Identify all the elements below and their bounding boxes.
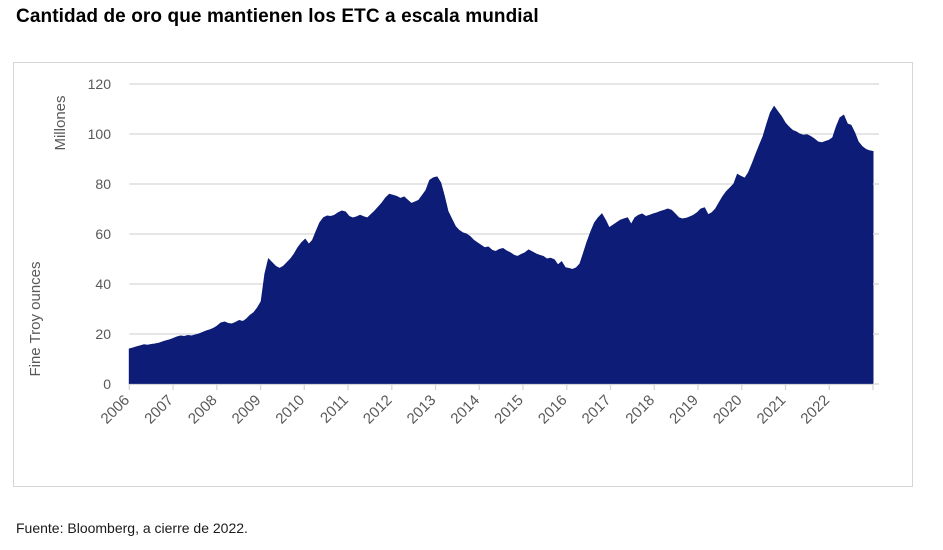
y-tick-label: 20 [95,326,111,342]
x-tick-label: 2008 [185,392,221,428]
y-tick-label: 0 [103,376,111,392]
x-tick-label: 2013 [404,392,440,428]
x-tick-label: 2016 [535,392,571,428]
x-tick-label: 2019 [666,392,702,428]
x-tick-label: 2009 [229,392,265,428]
y-tick-label: 60 [95,226,111,242]
y-tick-label: 80 [95,176,111,192]
x-tick-label: 2007 [141,392,177,428]
x-tick-label: 2015 [491,392,527,428]
y-axis-title: Fine Troy ounces [27,261,44,376]
y-tick-label: 100 [88,126,112,142]
x-tick-label: 2014 [447,392,483,428]
chart-title: Cantidad de oro que mantienen los ETC a … [16,6,539,27]
chart-card: 0 20 40 60 80 100 120 2006 2007 2008 2009 2010 2011 2… [13,62,913,487]
y-tick-label: 40 [95,276,111,292]
y-axis-units-label: Millones [52,95,69,150]
x-tick-label: 2017 [579,392,615,428]
x-tick-label: 2012 [360,392,396,428]
x-tick-label: 2022 [797,392,833,428]
x-tick-label: 2020 [710,392,746,428]
x-tick-label: 2011 [317,392,352,427]
x-tick-label: 2006 [98,392,134,428]
source-note: Fuente: Bloomberg, a cierre de 2022. [16,520,248,536]
x-tick-label: 2021 [754,392,790,428]
x-tick-label: 2010 [272,392,308,428]
x-tick-label: 2018 [622,392,658,428]
area-series [128,105,874,385]
y-tick-label: 120 [88,76,112,92]
